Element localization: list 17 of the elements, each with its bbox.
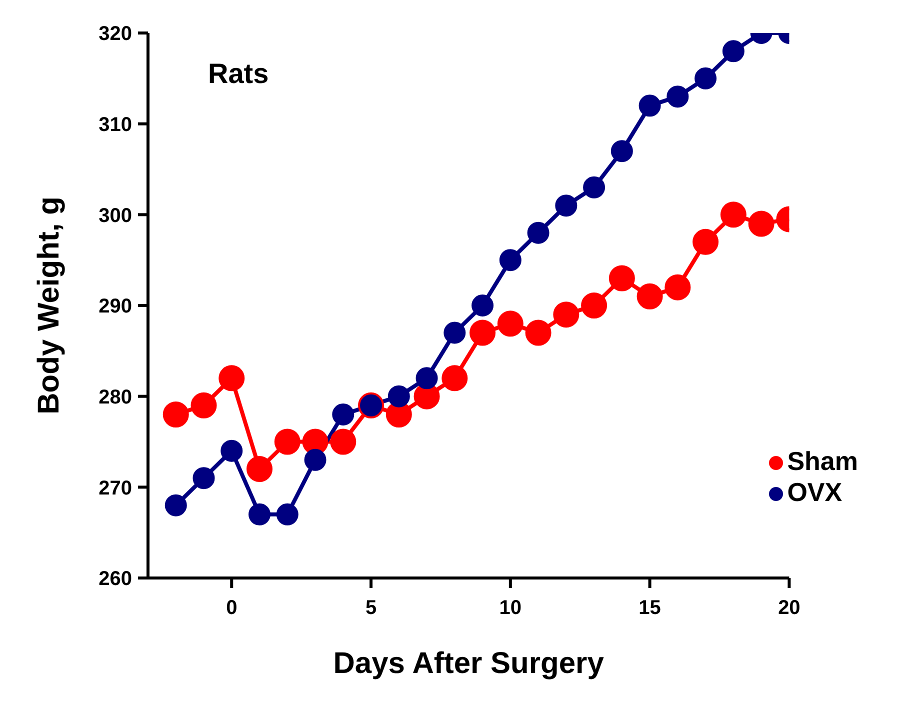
x-tick-label: 10 [499, 597, 522, 620]
y-tick-label: 290 [98, 296, 132, 318]
y-tick-label: 270 [98, 477, 132, 500]
annotation: Rats [208, 58, 269, 90]
x-tick-label: 15 [638, 597, 661, 620]
y-tick-label: 260 [98, 568, 132, 590]
x-axis-title: Days After Surgery [333, 647, 604, 680]
legend-label: OVX [787, 477, 842, 507]
legend-label: Sham [787, 446, 858, 476]
y-tick-label: 310 [98, 114, 132, 136]
y-tick-label: 300 [98, 204, 132, 227]
y-tick-label: 320 [98, 23, 132, 46]
x-tick-label: 0 [226, 597, 238, 620]
y-axis-title: Body Weight, g [32, 196, 66, 414]
y-tick-label: 280 [98, 386, 132, 408]
x-tick-label: 20 [778, 597, 800, 620]
x-tick-label: 5 [365, 597, 377, 620]
